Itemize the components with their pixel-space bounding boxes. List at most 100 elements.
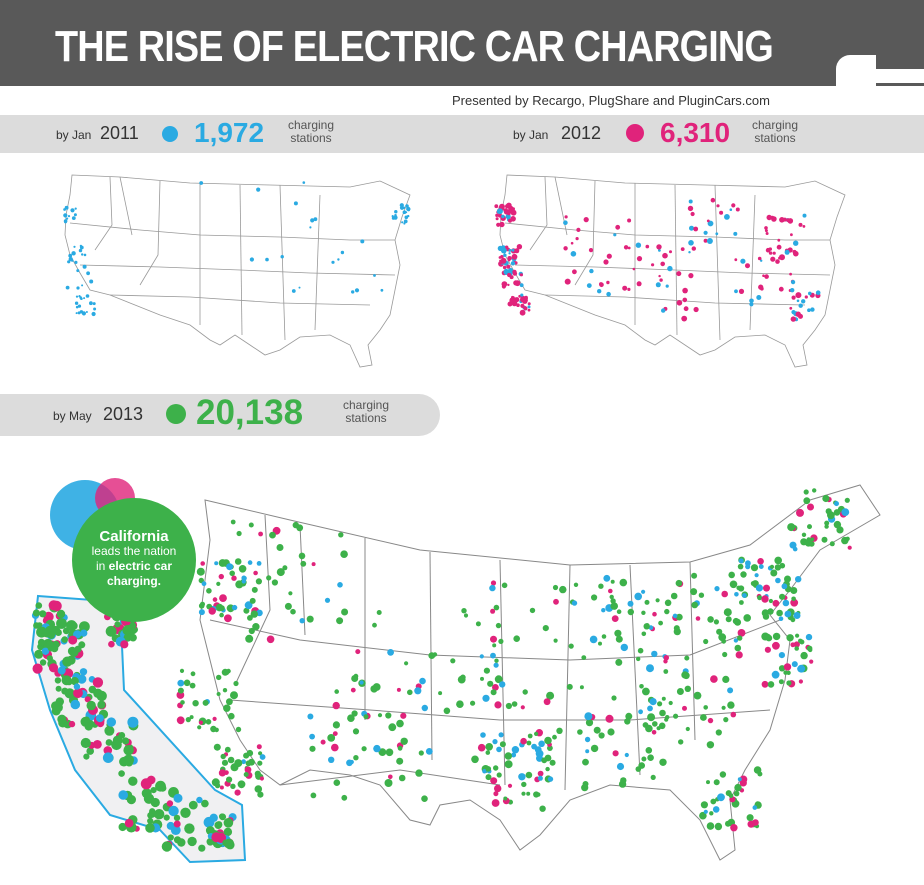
station-dot: [310, 792, 317, 799]
station-dot: [571, 600, 578, 606]
station-dot: [495, 217, 499, 221]
station-dot: [86, 747, 94, 755]
station-dot: [706, 780, 710, 785]
station-dot: [563, 220, 568, 225]
station-dot: [511, 701, 518, 707]
station-dot: [62, 656, 73, 667]
station-dot: [470, 700, 476, 706]
station-dot: [655, 598, 660, 603]
station-dot: [340, 550, 348, 558]
station-dot: [508, 252, 511, 255]
station-dot: [196, 796, 203, 804]
station-dot: [724, 214, 730, 220]
station-dot: [779, 254, 785, 261]
station-dot: [682, 287, 688, 294]
station-dot: [601, 634, 607, 639]
station-dot: [522, 689, 528, 695]
station-dot: [725, 820, 731, 827]
station-dot: [738, 558, 744, 564]
station-dot: [768, 598, 774, 604]
station-dot: [527, 308, 531, 312]
station-dot: [504, 760, 513, 769]
station-dot: [494, 204, 499, 209]
station-dot: [794, 646, 799, 651]
station-dot: [79, 668, 88, 676]
station-dot: [82, 264, 87, 269]
station-dot: [611, 615, 619, 622]
station-dot: [833, 520, 842, 529]
station-dot: [276, 544, 284, 551]
station-dot: [147, 812, 154, 819]
station-dot: [227, 756, 235, 764]
station-dot: [718, 633, 727, 642]
station-dot: [722, 651, 728, 658]
station-dot: [659, 758, 667, 766]
station-dot: [591, 594, 598, 601]
station-dot: [198, 603, 205, 609]
station-dot: [638, 762, 645, 769]
station-dot: [214, 782, 221, 789]
station-dot: [243, 772, 249, 777]
station-dot: [243, 607, 250, 614]
station-dot: [214, 821, 222, 829]
station-dot: [764, 633, 771, 641]
station-dot: [519, 283, 524, 288]
station-dot: [608, 588, 613, 594]
station-dot: [800, 651, 808, 660]
station-dot: [296, 524, 304, 532]
station-dot: [398, 774, 406, 782]
station-dot: [402, 210, 407, 214]
station-dot: [664, 608, 670, 615]
station-dot: [490, 777, 498, 785]
station-dot: [167, 834, 174, 841]
station-dot: [593, 726, 601, 734]
station-dot: [75, 305, 79, 309]
station-dot: [471, 755, 479, 764]
station-dot: [56, 609, 66, 619]
station-dot: [660, 261, 665, 267]
station-dot: [222, 688, 228, 693]
station-dot: [786, 634, 794, 642]
station-dot: [83, 253, 87, 257]
station-dot: [493, 662, 499, 668]
station-dot: [490, 635, 497, 643]
station-dot: [606, 291, 611, 297]
station-dot: [505, 213, 511, 220]
station-dot: [655, 282, 661, 288]
station-dot: [499, 681, 506, 688]
station-dot: [359, 680, 364, 685]
station-dot: [688, 273, 694, 279]
station-dot: [511, 746, 520, 754]
station-dot: [496, 746, 502, 753]
top-band: [0, 115, 924, 153]
station-dot: [351, 710, 358, 717]
station-dot: [118, 732, 126, 739]
station-dot: [68, 635, 78, 645]
station-dot: [122, 737, 130, 745]
station-dot: [337, 258, 340, 261]
station-dot: [700, 714, 707, 721]
station-dot: [48, 663, 59, 673]
station-dot: [649, 698, 657, 706]
station-dot: [526, 791, 531, 796]
station-dot: [256, 187, 261, 192]
station-dot: [68, 253, 73, 258]
station-dot: [673, 713, 679, 719]
station-dot: [778, 665, 786, 672]
station-dot: [757, 771, 763, 777]
station-dot: [520, 737, 527, 745]
station-dot: [331, 743, 339, 752]
station-dot: [209, 813, 218, 822]
station-dot: [680, 247, 685, 251]
station-dot: [290, 608, 296, 615]
station-dot: [387, 649, 394, 656]
station-dot: [553, 638, 558, 643]
station-dot: [384, 779, 393, 787]
station-dot: [803, 489, 809, 495]
station-dot: [241, 575, 247, 581]
station-dot: [219, 594, 227, 602]
station-dot: [616, 609, 622, 614]
station-dot: [513, 635, 520, 642]
station-dot: [737, 629, 746, 637]
station-dot: [798, 679, 804, 684]
